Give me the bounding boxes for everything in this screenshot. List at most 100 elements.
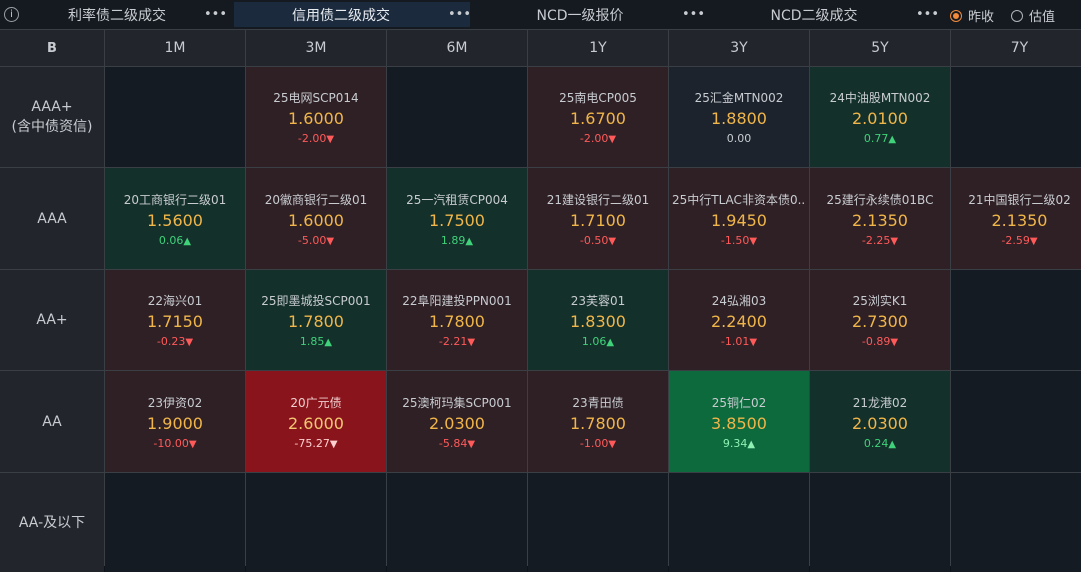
bond-cell[interactable]: 24弘湘03 2.2400 -1.01▼ bbox=[669, 270, 809, 370]
bond-yield: 1.7800 bbox=[570, 413, 626, 433]
bond-name: 25中行TLAC非资本债0... bbox=[672, 192, 806, 207]
bond-cell[interactable]: 25一汽租赁CP004 1.7500 1.89▲ bbox=[387, 168, 527, 269]
more-icon[interactable]: ••• bbox=[204, 7, 228, 22]
bond-yield: 1.5600 bbox=[147, 210, 203, 230]
bond-cell[interactable]: 23芙蓉01 1.8300 1.06▲ bbox=[528, 270, 668, 370]
bond-yield: 1.7800 bbox=[429, 312, 485, 331]
tab-ncd-secondary[interactable]: NCD二级成交 ••• bbox=[712, 2, 940, 27]
info-icon[interactable]: i bbox=[4, 7, 19, 22]
row-label: AA bbox=[0, 371, 104, 472]
up-arrow-icon: ▲ bbox=[465, 235, 474, 247]
tab-ncd-primary-quote[interactable]: NCD一级报价 ••• bbox=[478, 2, 706, 27]
bond-cell[interactable]: 25即墨城投SCP001 1.7800 1.85▲ bbox=[246, 270, 386, 370]
bond-cell[interactable]: 23伊资02 1.9000 -10.00▼ bbox=[105, 371, 245, 472]
bond-name: 22阜阳建投PPN001 bbox=[402, 294, 512, 308]
change-value: -2.00 bbox=[297, 132, 327, 145]
change-value: -2.59 bbox=[1001, 233, 1030, 247]
change-value: 1.89 bbox=[440, 233, 466, 247]
down-arrow-icon: ▼ bbox=[890, 235, 899, 247]
row-label: AA+ bbox=[0, 270, 104, 370]
bond-cell[interactable]: 25汇金MTN002 1.8800 0.00 bbox=[669, 67, 809, 167]
rating-label: AA-及以下 bbox=[18, 514, 86, 531]
bond-change: -10.00▼ bbox=[153, 437, 196, 450]
column-header: 7Y bbox=[951, 30, 1081, 66]
change-value: -2.21 bbox=[438, 335, 468, 348]
radio-prev-close[interactable]: 昨收 bbox=[950, 6, 994, 25]
bond-cell[interactable]: 23青田债 1.7800 -1.00▼ bbox=[528, 371, 668, 472]
down-arrow-icon: ▼ bbox=[608, 134, 617, 145]
bond-cell[interactable]: 25中行TLAC非资本债0... 1.9450 -1.50▼ bbox=[669, 168, 809, 269]
up-arrow-icon: ▲ bbox=[183, 235, 192, 247]
empty-cell bbox=[951, 270, 1081, 370]
more-icon[interactable]: ••• bbox=[916, 7, 940, 22]
bond-cell[interactable]: 22海兴01 1.7150 -0.23▼ bbox=[105, 270, 245, 370]
radio-label: 昨收 bbox=[968, 10, 995, 25]
bond-cell[interactable]: 25电网SCP014 1.6000 -2.00▼ bbox=[246, 67, 386, 167]
change-value: 1.85 bbox=[299, 335, 325, 348]
bond-yield: 1.9000 bbox=[147, 413, 203, 433]
column-header: 1Y bbox=[528, 30, 668, 66]
bond-name: 22海兴01 bbox=[147, 294, 203, 308]
bond-cell[interactable]: 24中油股MTN002 2.0100 0.77▲ bbox=[810, 67, 950, 167]
radio-unselected-icon[interactable] bbox=[1011, 9, 1023, 22]
top-bar: i 利率债二级成交 ••• 信用债二级成交 ••• NCD一级报价 ••• NC… bbox=[0, 0, 1081, 29]
empty-cell bbox=[387, 473, 527, 572]
bond-yield: 1.6000 bbox=[288, 109, 344, 128]
bond-cell[interactable]: 21建设银行二级01 1.7100 -0.50▼ bbox=[528, 168, 668, 269]
up-arrow-icon: ▲ bbox=[606, 337, 615, 348]
bond-name: 23伊资02 bbox=[147, 395, 203, 410]
more-icon[interactable]: ••• bbox=[448, 7, 472, 22]
bond-name: 25澳柯玛集SCP001 bbox=[402, 395, 512, 410]
column-header: 3Y bbox=[669, 30, 809, 66]
empty-cell bbox=[951, 371, 1081, 472]
bond-change: -2.00▼ bbox=[580, 132, 616, 145]
bond-yield: 1.8300 bbox=[570, 312, 626, 331]
row-label-text: AA+ bbox=[36, 310, 67, 330]
bond-change: -2.21▼ bbox=[439, 335, 475, 348]
bond-change: 0.06▲ bbox=[159, 234, 191, 247]
bond-name: 21龙港02 bbox=[852, 395, 908, 410]
down-arrow-icon: ▼ bbox=[326, 134, 335, 145]
bond-change: -1.50▼ bbox=[721, 234, 757, 247]
bond-yield: 2.0300 bbox=[429, 413, 485, 433]
empty-cell bbox=[669, 473, 809, 572]
up-arrow-icon: ▲ bbox=[888, 438, 897, 450]
bond-cell[interactable]: 21龙港02 2.0300 0.24▲ bbox=[810, 371, 950, 472]
bond-cell[interactable]: 21中国银行二级02 2.1350 -2.59▼ bbox=[951, 168, 1081, 269]
bond-cell[interactable]: 22阜阳建投PPN001 1.7800 -2.21▼ bbox=[387, 270, 527, 370]
change-value: 0.00 bbox=[726, 132, 752, 145]
empty-cell bbox=[246, 473, 386, 572]
bond-name: 21建设银行二级01 bbox=[546, 192, 650, 207]
bond-cell[interactable]: 20广元债 2.6000 -75.27▼ bbox=[246, 371, 386, 472]
change-value: -1.50 bbox=[720, 233, 750, 247]
change-value: 9.34 bbox=[722, 436, 748, 450]
bond-change: -0.23▼ bbox=[157, 335, 193, 348]
radio-valuation[interactable]: 估值 bbox=[1011, 6, 1055, 25]
bond-change: -5.84▼ bbox=[439, 437, 475, 450]
bond-cell[interactable]: 20工商银行二级01 1.5600 0.06▲ bbox=[105, 168, 245, 269]
bond-cell[interactable]: 25建行永续债01BC 2.1350 -2.25▼ bbox=[810, 168, 950, 269]
bond-cell[interactable]: 20徽商银行二级01 1.6000 -5.00▼ bbox=[246, 168, 386, 269]
tab-rate-bond-secondary[interactable]: 利率债二级成交 ••• bbox=[30, 2, 228, 27]
bond-yield: 1.6000 bbox=[288, 210, 344, 230]
bond-name: 23青田债 bbox=[572, 395, 624, 410]
down-arrow-icon: ▼ bbox=[1029, 235, 1038, 247]
row-label-text: AAA+ (含中债资信) bbox=[12, 97, 93, 137]
change-value: 1.06 bbox=[581, 335, 607, 348]
bond-cell[interactable]: 25铜仁02 3.8500 9.34▲ bbox=[669, 371, 809, 472]
bond-change: 1.89▲ bbox=[441, 234, 473, 247]
bond-yield: 1.7500 bbox=[429, 210, 485, 230]
bond-cell[interactable]: 25南电CP005 1.6700 -2.00▼ bbox=[528, 67, 668, 167]
bond-name: 25即墨城投SCP001 bbox=[261, 294, 371, 308]
bond-change: -2.00▼ bbox=[298, 132, 334, 145]
radio-selected-icon[interactable] bbox=[950, 9, 962, 22]
up-arrow-icon: ▲ bbox=[324, 337, 333, 348]
down-arrow-icon: ▼ bbox=[749, 337, 758, 348]
empty-cell bbox=[951, 67, 1081, 167]
bond-yield: 1.7800 bbox=[288, 312, 344, 331]
bond-cell[interactable]: 25澳柯玛集SCP001 2.0300 -5.84▼ bbox=[387, 371, 527, 472]
tab-credit-bond-secondary[interactable]: 信用债二级成交 ••• bbox=[234, 2, 472, 27]
more-icon[interactable]: ••• bbox=[682, 7, 706, 22]
change-value: 0.06 bbox=[158, 233, 184, 247]
bond-cell[interactable]: 25浏实K1 2.7300 -0.89▼ bbox=[810, 270, 950, 370]
